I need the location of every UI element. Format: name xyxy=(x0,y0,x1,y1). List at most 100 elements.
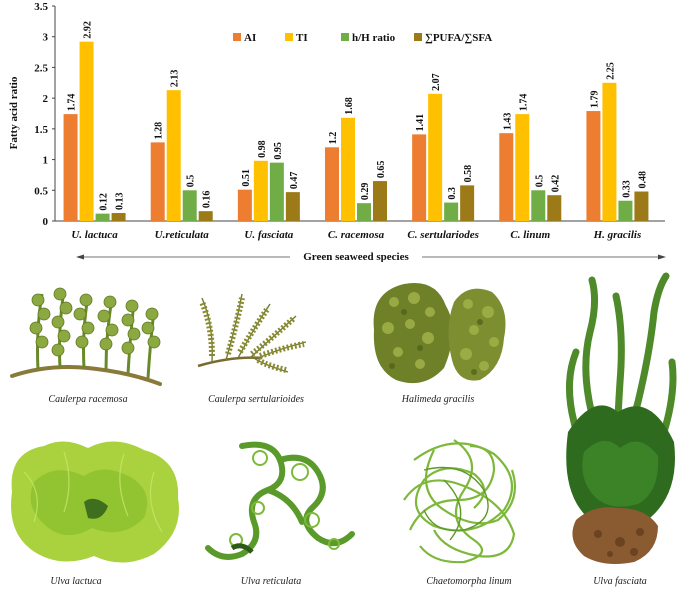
data-label: 2.92 xyxy=(83,21,94,39)
legend-swatch xyxy=(285,33,293,41)
legend-swatch xyxy=(341,33,349,41)
bar xyxy=(111,213,126,221)
bar xyxy=(63,114,78,221)
data-label: 1.41 xyxy=(415,114,426,132)
x-axis-categories: U. lactuca U.reticulata U. fasciata C. race… xyxy=(71,229,641,241)
data-label: 0.95 xyxy=(273,142,284,160)
bar xyxy=(325,147,339,221)
bar xyxy=(95,213,110,221)
x-axis-label: Green seaweed species xyxy=(303,251,409,262)
bar xyxy=(531,190,546,221)
y-tick-label: 2.5 xyxy=(34,62,48,74)
category-label: C. linum xyxy=(510,229,550,241)
caption-caulerpa-sertularioides: Caulerpa sertularioides xyxy=(208,394,304,405)
chaetomorpha-linum-photo xyxy=(403,439,516,564)
bar xyxy=(586,111,601,221)
category-label: C. racemosa xyxy=(328,229,385,241)
bar xyxy=(150,142,165,221)
legend-swatch xyxy=(414,33,422,41)
category-label: U. lactuca xyxy=(71,229,118,241)
bar xyxy=(618,200,633,221)
y-tick-label: 0.5 xyxy=(34,185,48,197)
caption-halimeda-gracilis: Halimeda gracilis xyxy=(401,394,475,405)
bar xyxy=(444,202,459,221)
bar xyxy=(182,190,197,221)
data-label: 0.51 xyxy=(241,169,252,187)
y-tick-label: 2 xyxy=(43,93,49,105)
y-tick-label: 3.5 xyxy=(34,1,48,13)
data-label: 0.42 xyxy=(550,175,561,193)
data-label: 0.5 xyxy=(534,175,545,188)
legend: AI TI h/H ratio ∑PUFA/∑SFA xyxy=(233,32,492,44)
data-label: 2.25 xyxy=(605,62,616,80)
category-label: U.reticulata xyxy=(155,229,210,241)
bar xyxy=(634,191,649,221)
fatty-acid-bar-chart: 00.511.522.533.5 Fatty acid ratio 1.742.… xyxy=(8,1,666,262)
x-axis-label-bg xyxy=(290,249,422,262)
data-label: 0.58 xyxy=(463,165,474,183)
y-tick-label: 1.5 xyxy=(34,124,48,136)
bar xyxy=(285,192,300,221)
bar xyxy=(269,162,284,221)
y-axis-ticks: 0 0.5 1 1.5 2 2.5 3 3.5 xyxy=(34,1,55,228)
legend-label: AI xyxy=(244,32,256,44)
data-label: 0.48 xyxy=(637,171,648,189)
category-label: U. fasciata xyxy=(244,229,293,241)
data-label: 1.2 xyxy=(328,132,339,145)
ulva-lactuca-photo xyxy=(11,441,180,563)
bar xyxy=(547,195,562,221)
right-arrow-icon xyxy=(658,254,666,260)
legend-label: h/H ratio xyxy=(352,32,396,44)
bars: 1.74 2.92 0.12 0.13 1.28 2.13 0.5 0.16 0.51 0.98 0… xyxy=(63,21,649,222)
bar xyxy=(412,134,427,221)
bar xyxy=(602,82,617,222)
legend-label: ∑PUFA/∑SFA xyxy=(425,32,492,44)
y-tick-label: 1 xyxy=(43,155,49,167)
data-label: 0.13 xyxy=(115,193,126,211)
caption-caulerpa-racemosa: Caulerpa racemosa xyxy=(48,394,128,405)
data-label: 1.28 xyxy=(154,122,165,140)
category-label: H. gracilis xyxy=(593,229,642,241)
y-tick-label: 3 xyxy=(43,32,49,44)
bar xyxy=(357,203,371,221)
bar xyxy=(198,211,213,221)
ulva-fasciata-photo xyxy=(565,272,677,564)
data-label: 2.07 xyxy=(431,73,442,91)
bar xyxy=(460,185,475,221)
bar xyxy=(79,41,94,221)
y-axis-label: Fatty acid ratio xyxy=(8,76,20,149)
category-label: C. sertulariodes xyxy=(407,229,479,241)
bar xyxy=(515,114,530,221)
data-label: 0.16 xyxy=(202,191,213,209)
bar xyxy=(237,189,252,221)
data-label: 1.74 xyxy=(518,94,529,112)
legend-label: TI xyxy=(296,32,308,44)
data-label: 0.98 xyxy=(257,140,268,158)
bar xyxy=(166,90,181,222)
data-label: 0.47 xyxy=(289,172,300,190)
caulerpa-racemosa-photo xyxy=(10,287,162,386)
data-label: 0.65 xyxy=(376,161,387,179)
data-label: 1.74 xyxy=(67,94,78,112)
data-label: 0.5 xyxy=(186,175,197,188)
bar xyxy=(341,117,355,221)
data-label: 1.68 xyxy=(344,97,355,115)
bar xyxy=(253,160,268,221)
data-label: 1.79 xyxy=(589,91,600,109)
data-label: 0.3 xyxy=(447,187,458,200)
halimeda-gracilis-photo xyxy=(373,282,506,384)
legend-swatch xyxy=(233,33,241,41)
caption-ulva-fasciata: Ulva fasciata xyxy=(593,576,647,587)
caption-chaetomorpha-linum: Chaetomorpha linum xyxy=(426,576,512,587)
caulerpa-sertularioides-photo xyxy=(197,293,307,373)
data-label: 2.13 xyxy=(170,70,181,88)
caption-ulva-lactuca: Ulva lactuca xyxy=(50,576,102,587)
ulva-reticulata-photo xyxy=(205,441,355,560)
y-tick-label: 0 xyxy=(43,216,49,228)
data-label: 0.33 xyxy=(621,180,632,198)
data-label: 0.12 xyxy=(99,193,110,211)
bar xyxy=(373,181,387,221)
left-arrow-icon xyxy=(76,254,84,260)
bar xyxy=(499,133,514,221)
data-label: 1.43 xyxy=(502,113,513,131)
